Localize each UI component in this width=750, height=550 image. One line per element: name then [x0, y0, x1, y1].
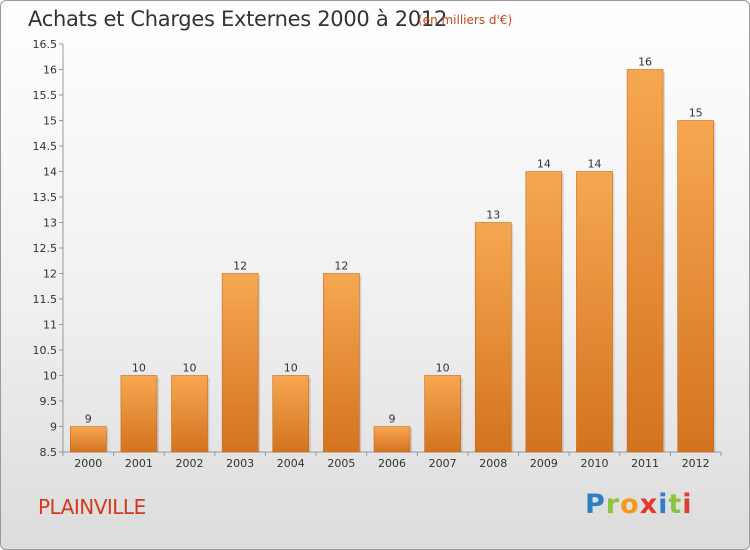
bar-value-label: 14 — [537, 158, 551, 171]
y-tick-label: 13 — [43, 217, 57, 230]
bar-2005 — [323, 273, 360, 453]
brand-letter: t — [668, 489, 683, 520]
bar-value-label: 13 — [486, 209, 500, 222]
x-tick-label: 2001 — [125, 457, 153, 470]
brand-letter: i — [658, 489, 669, 520]
bar-2004 — [272, 375, 310, 453]
bar-value-label: 10 — [132, 362, 146, 375]
x-tick-label: 2010 — [580, 457, 608, 470]
bar-value-label: 9 — [389, 413, 396, 426]
y-tick-label: 8.5 — [40, 446, 58, 459]
x-tick-label: 2008 — [479, 457, 507, 470]
bar-2003 — [221, 273, 259, 453]
bar-2012 — [677, 120, 714, 453]
bar-2008 — [474, 222, 512, 453]
x-tick-label: 2007 — [429, 457, 457, 470]
bar-value-label: 10 — [183, 362, 197, 375]
x-tick-label: 2000 — [74, 457, 102, 470]
brand-letter: i — [682, 489, 693, 520]
y-tick-label: 15 — [43, 115, 57, 128]
y-tick-label: 13.5 — [33, 191, 58, 204]
value-labels: 9 10 10 12 10 12 9 10 13 14 14 16 15 — [85, 56, 703, 426]
bar-2000 — [70, 426, 107, 453]
x-tick-label: 2004 — [277, 457, 305, 470]
y-tick-label: 14.5 — [33, 140, 58, 153]
bar-2001 — [120, 375, 158, 453]
y-tick-label: 10.5 — [33, 344, 58, 357]
commune-name: PLAINVILLE — [38, 495, 146, 519]
y-tick-label: 9 — [50, 421, 57, 434]
bar-value-label: 14 — [587, 158, 601, 171]
y-tick-label: 15.5 — [33, 89, 58, 102]
chart-subtitle: (en milliers d'€) — [418, 13, 513, 27]
bar-value-label: 12 — [334, 260, 348, 273]
y-tick-label: 9.5 — [40, 395, 58, 408]
brand-letter: o — [620, 489, 640, 520]
bars — [70, 69, 716, 453]
y-tick-label: 11 — [43, 319, 57, 332]
y-tick-label: 16.5 — [33, 38, 58, 51]
x-tick-label: 2003 — [226, 457, 254, 470]
y-tick-label: 16 — [43, 64, 57, 77]
bar-value-label: 15 — [689, 107, 703, 120]
brand-letter: x — [639, 489, 659, 520]
y-tick-label: 12.5 — [33, 242, 58, 255]
bar-value-label: 16 — [638, 56, 652, 69]
bar-value-label: 10 — [436, 362, 450, 375]
axes: 8.5 9 9.5 10 10.5 11 11.5 12 12.5 13 13.5 14 14.5 15 1… — [33, 38, 722, 470]
x-tick-label: 2006 — [378, 457, 406, 470]
bar-2010 — [576, 171, 613, 453]
bar-2009 — [525, 171, 563, 453]
chart-title: Achats et Charges Externes 2000 à 2012 — [28, 7, 448, 31]
x-tick-label: 2012 — [682, 457, 710, 470]
bar-2011 — [626, 69, 664, 453]
bar-value-label: 12 — [233, 260, 247, 273]
x-tick-label: 2005 — [327, 457, 355, 470]
brand-letter: P — [585, 489, 606, 520]
proxiti-logo[interactable]: Proxiti — [585, 489, 693, 520]
y-tick-label: 10 — [43, 370, 57, 383]
brand-letter: r — [605, 489, 621, 520]
y-tick-label: 12 — [43, 268, 57, 281]
bar-value-label: 10 — [284, 362, 298, 375]
x-tick-label: 2002 — [176, 457, 204, 470]
x-tick-label: 2009 — [530, 457, 558, 470]
y-tick-label: 11.5 — [33, 293, 58, 306]
bar-2006 — [373, 426, 411, 453]
x-tick-label: 2011 — [631, 457, 659, 470]
bar-2002 — [171, 375, 208, 453]
bar-2007 — [424, 375, 461, 453]
bar-value-label: 9 — [85, 413, 92, 426]
y-tick-label: 14 — [43, 166, 57, 179]
